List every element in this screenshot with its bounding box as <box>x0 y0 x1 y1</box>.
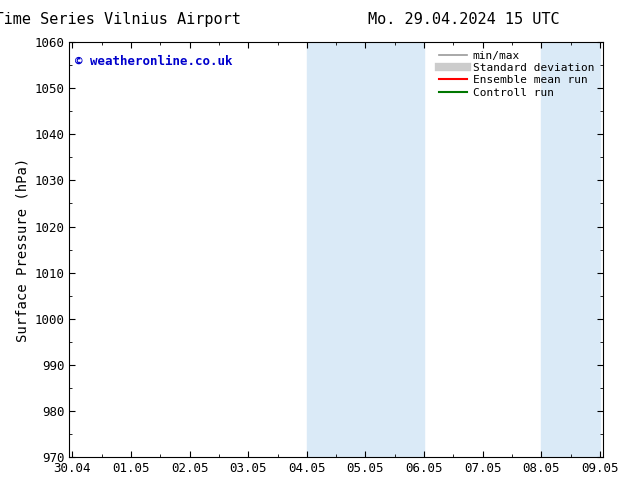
Text: ENS Time Series Vilnius Airport: ENS Time Series Vilnius Airport <box>0 12 241 27</box>
Y-axis label: Surface Pressure (hPa): Surface Pressure (hPa) <box>15 157 29 342</box>
Legend: min/max, Standard deviation, Ensemble mean run, Controll run: min/max, Standard deviation, Ensemble me… <box>436 48 597 101</box>
Bar <box>307 42 424 457</box>
Text: © weatheronline.co.uk: © weatheronline.co.uk <box>75 54 232 68</box>
Bar <box>541 42 600 457</box>
Text: Mo. 29.04.2024 15 UTC: Mo. 29.04.2024 15 UTC <box>368 12 559 27</box>
